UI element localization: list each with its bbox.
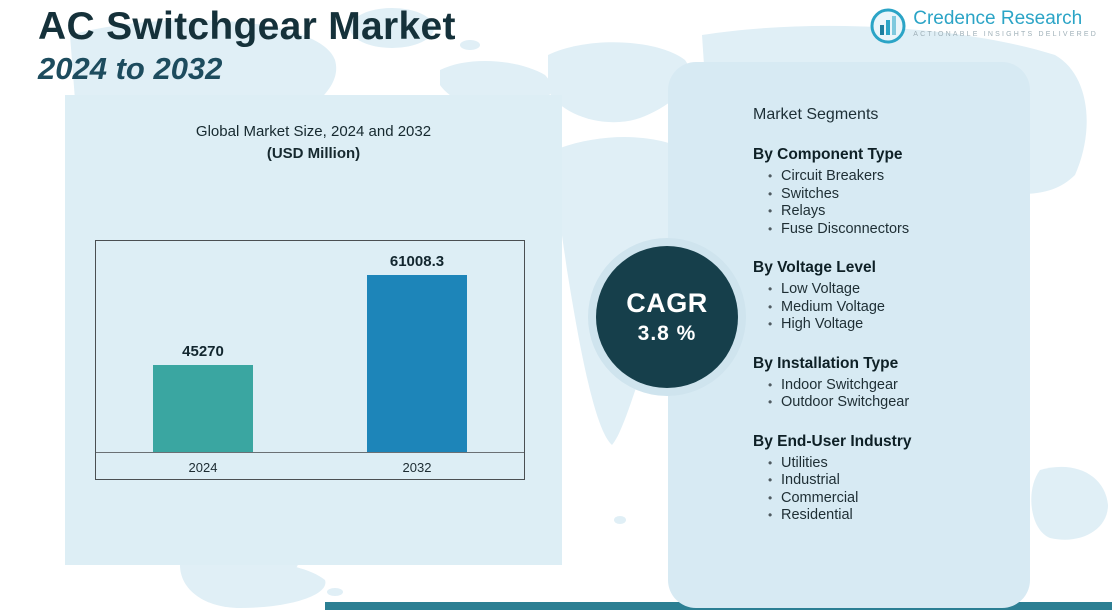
segment-item: Commercial	[768, 490, 1012, 508]
x-axis-label-2024: 2024	[188, 460, 218, 475]
logo-text-block: Credence Research Actionable Insights De…	[913, 8, 1098, 38]
bar-slot-2024: 45270	[153, 343, 253, 452]
segment-item: Low Voltage	[768, 281, 1012, 299]
chart-title-units: (USD Million)	[266, 145, 361, 162]
segments-title: Market Segments	[753, 106, 879, 123]
headline-block: AC Switchgear Market 2024 to 2032	[38, 4, 456, 87]
cagr-label: CAGR	[626, 288, 708, 318]
segment-group: By Installation Type Indoor SwitchgearOut…	[753, 355, 1012, 412]
segments-content: Market Segments By Component Type Circuit…	[753, 106, 1012, 546]
segment-group-heading: By End-User Industry	[753, 432, 912, 450]
page-subtitle: 2024 to 2032	[38, 51, 223, 86]
credence-research-logo: Credence Research Actionable Insights De…	[870, 8, 1098, 44]
market-size-panel: Global Market Size, 2024 and 2032 (USD M…	[65, 95, 562, 565]
logo-name: Credence Research	[913, 8, 1083, 29]
segment-group: By End-User Industry UtilitiesIndustrialC…	[753, 433, 1012, 525]
bar-slot-2032: 61008.3	[367, 253, 467, 452]
segment-item: Fuse Disconnectors	[768, 221, 1012, 239]
bar-chart: 45270 61008.3 2024 2032	[95, 240, 525, 480]
bar-chart-logo-icon	[870, 8, 906, 44]
segment-item: Outdoor Switchgear	[768, 394, 1012, 412]
segment-item-list: UtilitiesIndustrialCommercialResidential	[753, 455, 1012, 525]
segment-item: Industrial	[768, 472, 1012, 490]
bar-2032	[367, 275, 467, 452]
segment-group: By Voltage Level Low VoltageMedium Voltag…	[753, 259, 1012, 334]
bar-2024	[153, 365, 253, 452]
segment-item-list: Indoor SwitchgearOutdoor Switchgear	[753, 377, 1012, 412]
segment-item: Residential	[768, 507, 1012, 525]
chart-title: Global Market Size, 2024 and 2032	[195, 123, 432, 140]
segment-item: Medium Voltage	[768, 299, 1012, 317]
segment-item: High Voltage	[768, 316, 1012, 334]
page-title: AC Switchgear Market	[38, 5, 456, 48]
chart-title-block: Global Market Size, 2024 and 2032 (USD M…	[65, 121, 562, 165]
segment-item: Relays	[768, 203, 1012, 221]
segment-group-heading: By Installation Type	[753, 354, 899, 372]
segment-item: Utilities	[768, 455, 1012, 473]
segment-group: By Component Type Circuit BreakersSwitche…	[753, 146, 1012, 238]
segment-item-list: Circuit BreakersSwitchesRelaysFuse Disco…	[753, 168, 1012, 238]
segment-item: Circuit Breakers	[768, 168, 1012, 186]
cagr-value: 3.8 %	[637, 322, 697, 345]
x-axis-label-2032: 2032	[402, 460, 432, 475]
bar-value-label-2032: 61008.3	[389, 253, 445, 270]
segment-item-list: Low VoltageMedium VoltageHigh Voltage	[753, 281, 1012, 334]
segment-item: Indoor Switchgear	[768, 377, 1012, 395]
x-axis-labels: 2024 2032	[96, 460, 524, 475]
segment-groups: By Component Type Circuit BreakersSwitche…	[753, 146, 1012, 525]
logo-tagline: Actionable Insights Delivered	[913, 31, 1098, 38]
segment-item: Switches	[768, 186, 1012, 204]
segment-group-heading: By Voltage Level	[753, 259, 876, 276]
chart-plot-area: 45270 61008.3	[96, 241, 524, 453]
cagr-badge: CAGR 3.8 %	[596, 246, 738, 388]
bar-value-label-2024: 45270	[182, 343, 224, 360]
segment-group-heading: By Component Type	[753, 146, 903, 163]
